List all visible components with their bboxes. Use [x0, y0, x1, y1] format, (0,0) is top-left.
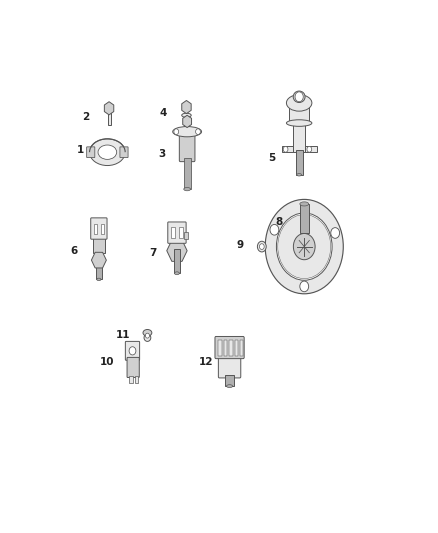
Bar [229, 340, 233, 356]
Circle shape [278, 215, 331, 279]
Text: 11: 11 [115, 330, 130, 340]
Text: 8: 8 [275, 217, 283, 227]
Ellipse shape [143, 329, 152, 336]
FancyBboxPatch shape [219, 355, 241, 378]
Ellipse shape [98, 145, 117, 159]
FancyBboxPatch shape [168, 222, 186, 243]
Circle shape [174, 129, 179, 134]
Text: 2: 2 [81, 112, 89, 122]
Text: 9: 9 [236, 239, 244, 249]
Circle shape [270, 224, 279, 235]
FancyBboxPatch shape [215, 336, 244, 359]
Bar [296, 150, 303, 175]
Text: 12: 12 [198, 357, 213, 367]
Text: 6: 6 [71, 246, 78, 256]
Ellipse shape [97, 278, 101, 281]
Ellipse shape [286, 120, 312, 126]
Bar [305, 147, 317, 152]
Bar [224, 340, 227, 356]
Text: 3: 3 [158, 149, 165, 159]
Bar [226, 375, 233, 386]
FancyBboxPatch shape [125, 342, 140, 360]
Circle shape [276, 213, 332, 280]
Bar [130, 376, 133, 383]
Ellipse shape [286, 95, 312, 111]
Ellipse shape [297, 174, 301, 176]
Ellipse shape [226, 385, 233, 387]
Circle shape [258, 241, 266, 252]
Ellipse shape [293, 91, 305, 102]
Bar [101, 224, 104, 235]
Bar [184, 115, 189, 131]
Bar [235, 340, 238, 356]
Text: 4: 4 [159, 108, 166, 118]
Circle shape [129, 347, 136, 355]
Circle shape [331, 228, 339, 238]
Text: 5: 5 [268, 154, 275, 163]
Bar [184, 232, 188, 239]
Circle shape [145, 333, 149, 338]
Bar [282, 147, 293, 152]
Circle shape [265, 199, 343, 294]
Bar [179, 227, 183, 238]
Ellipse shape [89, 139, 125, 166]
Ellipse shape [184, 188, 191, 191]
Ellipse shape [300, 202, 309, 206]
Bar [96, 259, 102, 279]
Circle shape [196, 129, 200, 134]
Text: 7: 7 [149, 248, 157, 258]
Ellipse shape [175, 272, 179, 274]
Bar [134, 376, 138, 383]
Circle shape [307, 147, 312, 152]
FancyBboxPatch shape [127, 358, 139, 377]
FancyBboxPatch shape [87, 147, 95, 158]
Text: 10: 10 [100, 357, 115, 367]
Ellipse shape [144, 334, 151, 342]
Bar [173, 249, 180, 273]
Bar [93, 236, 105, 253]
Bar [94, 224, 97, 235]
Bar [289, 101, 309, 124]
Circle shape [295, 92, 303, 102]
Bar [300, 204, 309, 233]
Circle shape [259, 244, 264, 249]
FancyBboxPatch shape [120, 147, 128, 158]
Ellipse shape [173, 126, 201, 137]
Ellipse shape [182, 113, 191, 117]
FancyBboxPatch shape [179, 128, 195, 161]
Bar [293, 122, 305, 152]
Bar [171, 227, 175, 238]
Circle shape [283, 147, 288, 152]
FancyBboxPatch shape [91, 218, 107, 239]
Bar [108, 111, 110, 125]
Circle shape [300, 281, 309, 292]
Text: 1: 1 [77, 145, 84, 155]
Bar [184, 158, 191, 189]
Bar [240, 340, 244, 356]
Bar [219, 340, 222, 356]
Circle shape [293, 233, 315, 260]
